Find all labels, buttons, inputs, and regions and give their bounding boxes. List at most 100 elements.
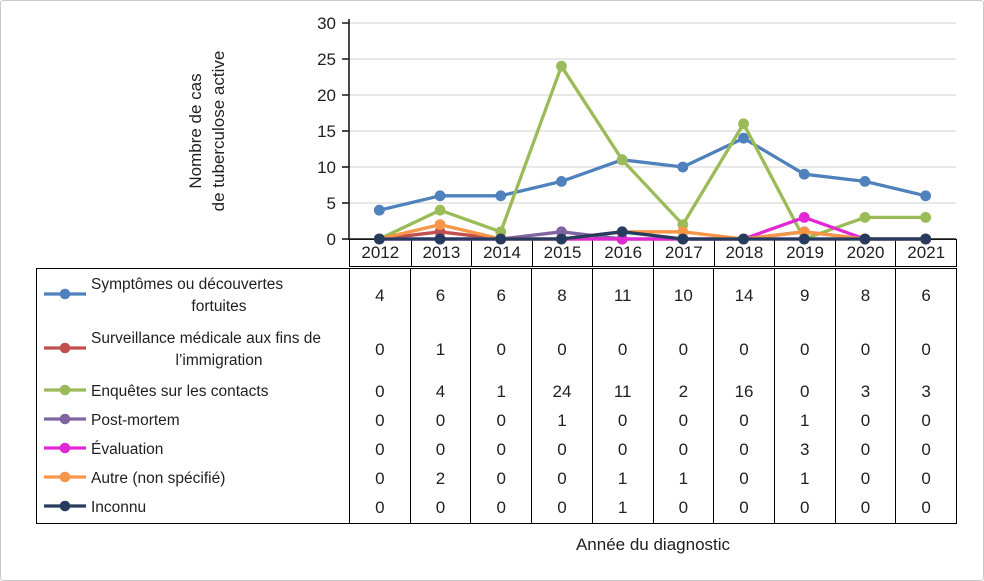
value-cell-2017-series-4: 0 — [652, 435, 714, 465]
value-cell-2019-series-3: 1 — [773, 406, 835, 436]
data-point — [616, 226, 628, 238]
value-cell-2016-series-6: 1 — [591, 493, 653, 523]
year-header-2013: 2013 — [410, 240, 472, 266]
data-point — [434, 190, 446, 202]
series-line-3 — [377, 230, 928, 241]
y-tick-label: 5 — [327, 194, 336, 213]
value-cell-2016-series-5: 1 — [591, 464, 653, 494]
value-cell-2019-series-5: 1 — [773, 464, 835, 494]
value-cell-2021-series-5: 0 — [895, 464, 956, 494]
data-point — [556, 60, 567, 72]
data-point — [859, 176, 871, 187]
value-cell-2015-series-2: 24 — [531, 377, 592, 407]
legend-label: Autre (non spécifié) — [91, 470, 226, 488]
value-cell-2017-series-2: 2 — [652, 377, 714, 407]
value-cell-2020-series-4: 0 — [834, 435, 896, 465]
year-header-2012: 2012 — [361, 243, 400, 262]
value-cell-2015-series-1: 0 — [531, 323, 592, 377]
data-point — [434, 226, 446, 238]
data-point — [556, 176, 567, 187]
legend-label: Surveillance médicale aux fins de l’immig… — [91, 330, 322, 369]
value-cell-2013-series-3: 0 — [409, 406, 471, 436]
y-tick-label: 0 — [327, 230, 336, 249]
value-cell-2015-series-6: 0 — [531, 493, 592, 523]
year-header-2021: 2021 — [895, 240, 956, 266]
value-cell-2013-series-0: 6 — [409, 269, 471, 323]
value-cell-2016-series-4: 0 — [591, 435, 653, 465]
data-point — [495, 190, 507, 202]
value-cell-2017-series-1: 0 — [652, 323, 714, 377]
y-tick-label: 25 — [317, 50, 336, 69]
value-cell-2021-series-0: 6 — [895, 269, 956, 323]
data-point — [738, 118, 749, 130]
data-point — [798, 212, 810, 223]
value-cell-2012-series-6: 0 — [349, 493, 410, 523]
data-point — [677, 161, 689, 173]
value-cell-2019-series-4: 3 — [773, 435, 835, 465]
legend-item-1: Surveillance médicale aux fins de l’immig… — [37, 323, 349, 377]
value-cell-2014-series-0: 6 — [470, 269, 531, 323]
value-cell-2017-series-6: 0 — [652, 493, 714, 523]
legend-line-marker-icon — [42, 382, 88, 402]
value-cell-2013-series-6: 0 — [409, 493, 471, 523]
data-table: Symptômes ou découvertes fortuites 4 6 6 8 11 1… — [36, 268, 957, 524]
value-cell-2014-series-2: 1 — [470, 377, 531, 407]
data-point — [920, 212, 932, 223]
value-cell-2019-series-0: 9 — [773, 269, 835, 323]
data-point — [677, 219, 689, 231]
value-cell-2019-series-2: 0 — [773, 377, 835, 407]
year-header-2014: 2014 — [471, 240, 532, 266]
value-cell-2012-series-1: 0 — [349, 323, 410, 377]
legend-item-2: Enquêtes sur les contacts — [37, 377, 349, 406]
legend-label: Inconnu — [91, 499, 147, 517]
series-line-4 — [377, 215, 928, 241]
data-point — [616, 154, 628, 166]
legend-line-marker-icon — [42, 440, 88, 460]
y-axis-title-line1: Nombre de cas — [186, 73, 205, 189]
value-cell-2016-series-1: 0 — [591, 323, 653, 377]
x-axis-title: Année du diagnostic — [575, 535, 731, 554]
value-cell-2020-series-2: 3 — [834, 377, 896, 407]
line-chart: 0 5 10 15 20 25 30 — [317, 14, 956, 249]
value-cell-2015-series-5: 0 — [531, 464, 592, 494]
value-cell-2016-series-0: 11 — [591, 269, 653, 323]
value-cell-2019-series-6: 0 — [773, 493, 835, 523]
legend-label: Évaluation — [91, 440, 164, 458]
data-point — [677, 226, 689, 238]
x-axis-year-header: 2012 2013 2014 2015 2016 2017 2018 2019 2020 2021 — [349, 239, 957, 267]
value-cell-2014-series-3: 0 — [470, 406, 531, 436]
value-cell-2012-series-5: 0 — [349, 464, 410, 494]
data-point — [556, 226, 567, 238]
y-tick-label: 10 — [317, 158, 336, 177]
value-cell-2020-series-0: 8 — [834, 269, 896, 323]
legend-item-5: Autre (non spécifié) — [37, 465, 349, 494]
value-cell-2013-series-5: 2 — [409, 464, 471, 494]
year-header-2016: 2016 — [592, 240, 653, 266]
legend-line-marker-icon — [42, 286, 88, 306]
y-tick-label: 20 — [317, 86, 336, 105]
value-cell-2020-series-1: 0 — [834, 323, 896, 377]
series-line-0 — [377, 136, 928, 212]
series-line-1 — [377, 230, 928, 241]
legend-label: Symptômes ou découvertes fortuites — [91, 276, 284, 315]
year-header-2015: 2015 — [531, 240, 593, 266]
data-point — [373, 204, 385, 216]
value-cell-2020-series-3: 0 — [834, 406, 896, 436]
value-cell-2020-series-5: 0 — [834, 464, 896, 494]
data-point — [798, 168, 810, 180]
data-point — [495, 226, 507, 238]
value-cell-2017-series-3: 0 — [652, 406, 714, 436]
value-cell-2012-series-0: 4 — [349, 269, 410, 323]
year-header-2020: 2020 — [834, 240, 896, 266]
value-cell-2016-series-2: 11 — [591, 377, 653, 407]
value-cell-2018-series-3: 0 — [713, 406, 774, 436]
year-header-2019: 2019 — [774, 240, 835, 266]
series-line-5 — [377, 222, 928, 241]
value-cell-2014-series-1: 0 — [470, 323, 531, 377]
value-cell-2014-series-5: 0 — [470, 464, 531, 494]
legend-item-3: Post-mortem — [37, 406, 349, 435]
data-point — [738, 132, 749, 144]
value-cell-2014-series-6: 0 — [470, 493, 531, 523]
data-point — [616, 154, 628, 166]
